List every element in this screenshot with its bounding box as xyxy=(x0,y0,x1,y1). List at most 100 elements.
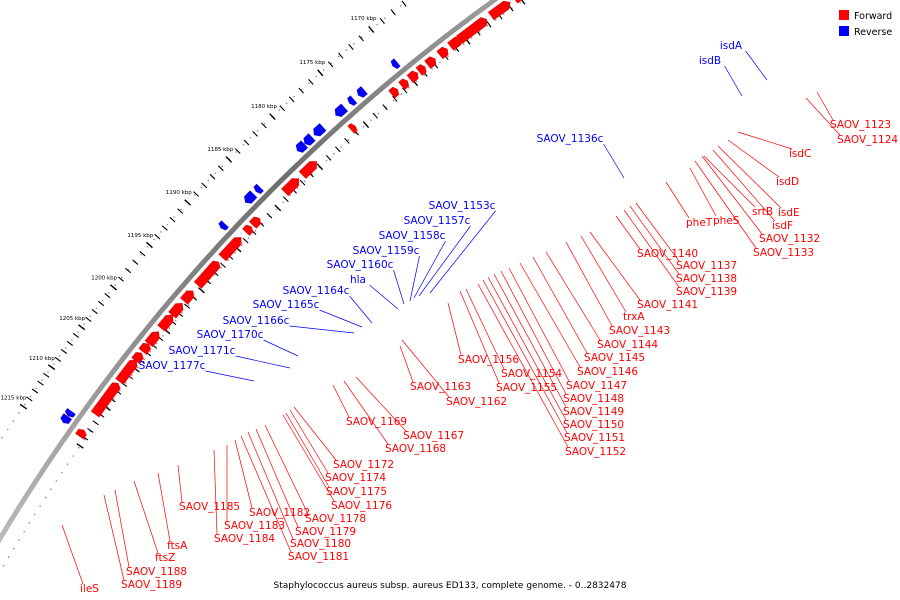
leader-line xyxy=(240,435,292,553)
reverse-gene xyxy=(313,122,327,137)
ring-dot xyxy=(1,436,3,439)
ring-dot xyxy=(120,276,123,279)
ring-dot xyxy=(470,37,473,39)
minor-tick xyxy=(392,95,398,102)
ring-dot xyxy=(7,556,10,558)
ring-dot xyxy=(377,112,380,115)
leader-line xyxy=(177,464,183,503)
minor-tick xyxy=(169,216,176,223)
leader-line xyxy=(532,256,588,354)
gene-label-srtb: srtB xyxy=(752,206,773,218)
ring-dot xyxy=(180,208,182,211)
minor-tick xyxy=(402,87,408,94)
ring-dot xyxy=(18,412,20,414)
major-tick xyxy=(269,113,276,120)
gene-label-saov-1182: SAOV_1182 xyxy=(249,507,310,519)
forward-gene xyxy=(193,264,217,289)
tick-label: 1205 kbp xyxy=(59,316,85,322)
minor-tick xyxy=(234,148,241,154)
minor-tick xyxy=(220,262,226,269)
ring-dot xyxy=(234,252,236,254)
ring-dot xyxy=(72,455,74,457)
ring-dot xyxy=(285,102,288,105)
minor-tick xyxy=(139,250,146,257)
tick-label: 1170 kbp xyxy=(351,16,377,22)
ring-dot xyxy=(83,323,85,325)
ring-dot xyxy=(214,274,216,276)
ring-dot xyxy=(447,55,449,58)
major-tick xyxy=(316,163,324,171)
gene-label-saov-1174: SAOV_1174 xyxy=(325,472,386,484)
ring-dot xyxy=(345,49,348,51)
ring-dot xyxy=(431,67,434,70)
leader-line xyxy=(289,325,355,334)
ring-dot xyxy=(193,194,196,196)
figure-caption: Staphylococcus aureus subsp. aureus ED13… xyxy=(274,581,627,591)
ring-dot xyxy=(400,93,403,95)
minor-tick xyxy=(299,179,306,186)
minor-tick xyxy=(193,191,200,197)
minor-tick xyxy=(132,259,139,265)
leader-line xyxy=(589,231,641,301)
ring-dot xyxy=(415,80,418,83)
ring-dot xyxy=(247,237,250,239)
leader-line xyxy=(712,149,776,222)
ring-dot xyxy=(214,172,216,175)
gene-label-hla: hla xyxy=(350,274,366,286)
reverse-gene xyxy=(390,58,401,70)
ring-dot xyxy=(322,69,325,71)
ring-dot xyxy=(338,55,340,58)
minor-tick xyxy=(54,356,62,362)
ring-dot xyxy=(53,363,55,365)
leader-line xyxy=(213,449,218,535)
gene-labels: isdA isdB SAOV_1136c SAOV_1153c SAOV_1157c SA… xyxy=(80,40,898,595)
ring-dot xyxy=(376,23,378,26)
major-tick xyxy=(197,287,205,294)
ring-dot xyxy=(455,49,457,51)
leader-line xyxy=(703,155,756,208)
ring-dot xyxy=(166,223,169,226)
ring-dot xyxy=(304,180,306,182)
ring-dot xyxy=(143,358,145,361)
reverse-gene xyxy=(64,407,76,418)
ring-dot xyxy=(174,319,177,322)
ring-dot xyxy=(55,480,58,482)
leader-line xyxy=(429,210,496,294)
minor-tick xyxy=(217,165,224,172)
ring-dot xyxy=(66,463,69,466)
gene-label-isde: isdE xyxy=(778,207,800,219)
leader-line xyxy=(61,524,84,585)
forward-gene xyxy=(347,122,358,134)
ring-dot xyxy=(168,327,171,329)
minor-tick xyxy=(201,182,208,189)
leader-line xyxy=(629,205,680,275)
gene-label-saov-1123: SAOV_1123 xyxy=(830,119,891,131)
leader-line xyxy=(289,409,329,474)
minor-tick xyxy=(348,43,354,50)
ring-dot xyxy=(241,244,243,247)
gene-label-saov-1145: SAOV_1145 xyxy=(584,352,645,364)
forward-gene xyxy=(280,178,300,197)
ring-dot xyxy=(50,488,52,491)
minor-tick xyxy=(125,267,132,274)
ring-dot xyxy=(315,75,318,78)
gene-label-saov-1146: SAOV_1146 xyxy=(577,366,638,378)
gene-label-saov-1141: SAOV_1141 xyxy=(637,299,698,311)
gene-label-saov-1150: SAOV_1150 xyxy=(563,419,624,431)
minor-tick xyxy=(97,300,105,307)
forward-gene xyxy=(447,36,462,51)
minor-tick xyxy=(209,173,216,180)
ring-dot xyxy=(7,428,9,431)
reverse-gene xyxy=(347,95,358,107)
ring-dot xyxy=(173,216,175,218)
minor-tick xyxy=(298,87,305,94)
ring-dot xyxy=(264,123,266,125)
leader-line xyxy=(477,283,569,448)
gene-label-saov-1154: SAOV_1154 xyxy=(501,368,562,380)
tick-label: 1210 kbp xyxy=(29,356,55,362)
forward-gene xyxy=(157,314,174,332)
ring-dot xyxy=(83,438,86,441)
gene-label-saov-1140: SAOV_1140 xyxy=(637,248,698,260)
leader-line xyxy=(500,270,567,395)
gene-label-saov-1175: SAOV_1175 xyxy=(326,486,387,498)
